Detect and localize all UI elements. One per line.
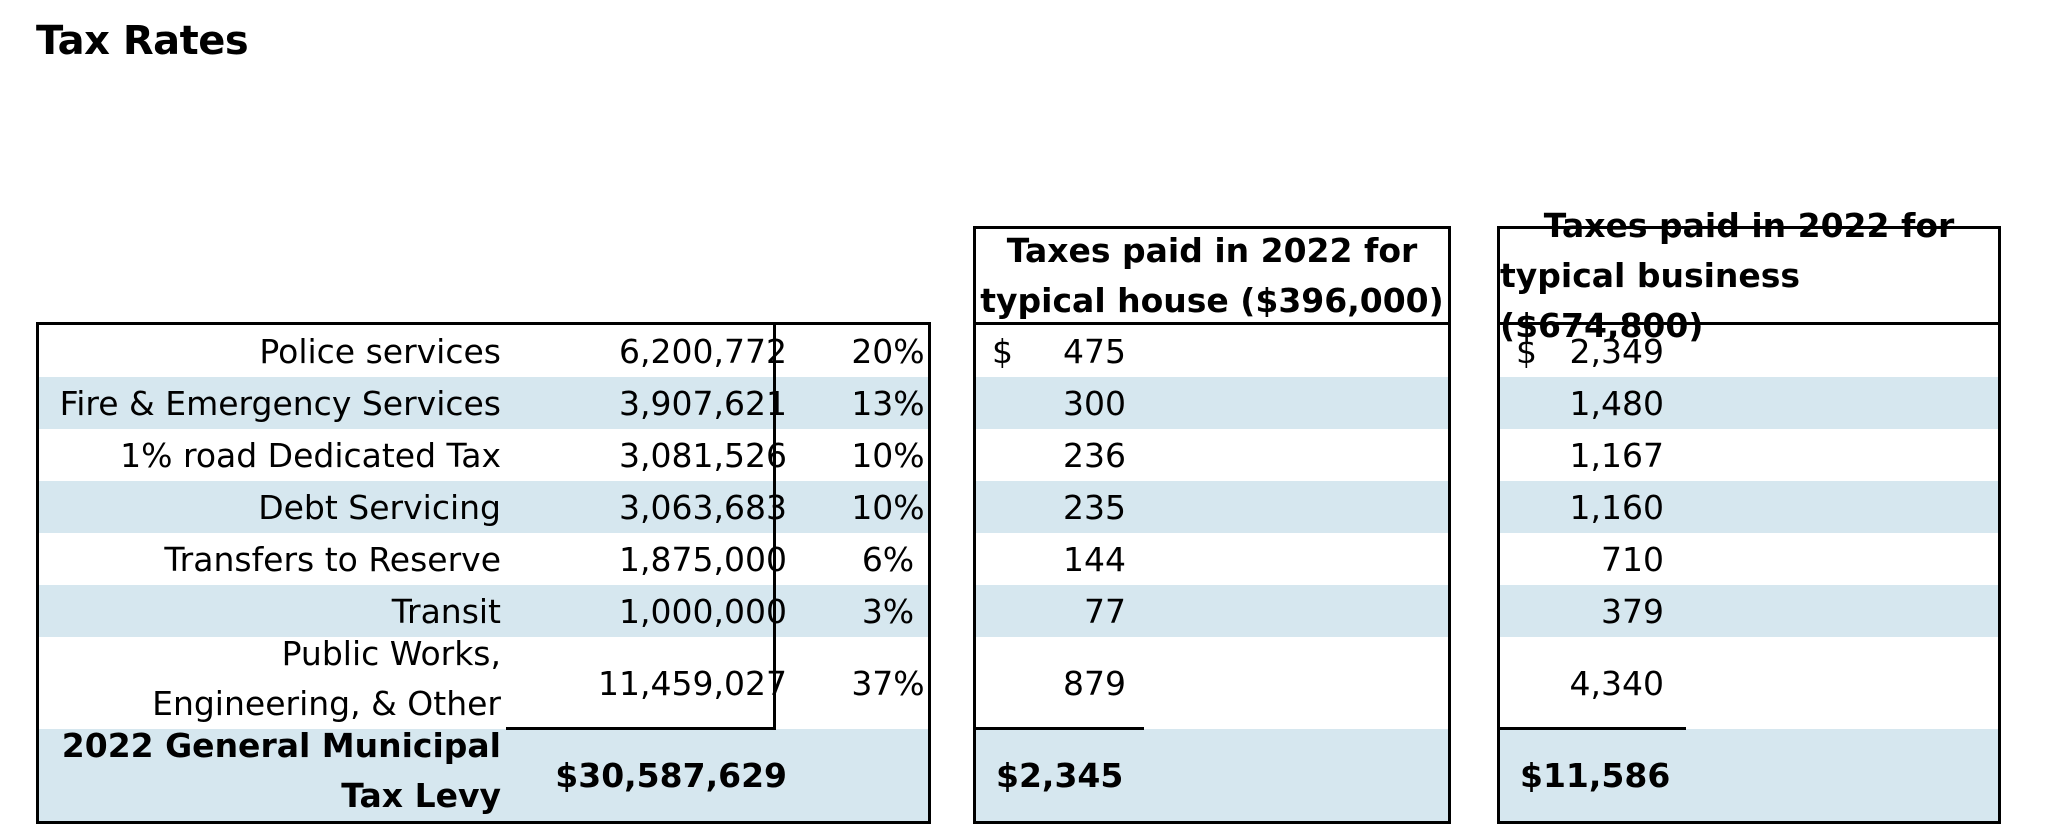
row-label-line: Engineering, & Other — [152, 684, 501, 723]
currency-symbol: $ — [992, 331, 1013, 371]
total-row: $11,586 — [1500, 729, 1998, 821]
row-percent: 13% — [851, 383, 925, 423]
table-row: 379 — [1500, 585, 1998, 637]
total-row: $2,345 — [976, 729, 1448, 821]
table-row: 300 — [976, 377, 1448, 429]
total-label: 2022 General Municipal Tax Levy — [39, 726, 501, 821]
table-row: 879 — [976, 637, 1448, 729]
table-row: 77 — [976, 585, 1448, 637]
table-row: 1,167 — [1500, 429, 1998, 481]
house-value: 475 — [1063, 331, 1126, 371]
business-header: Taxes paid in 2022 for typical business … — [1500, 206, 1998, 345]
house-header: Taxes paid in 2022 for typical house ($3… — [976, 229, 1448, 325]
business-value: 710 — [1601, 539, 1664, 579]
table-row: Fire & Emergency Services 3,907,621 13% — [39, 377, 928, 429]
currency-symbol: $ — [1516, 331, 1537, 371]
row-amount: 3,063,683 — [619, 487, 787, 527]
total-label-line: Tax Levy — [341, 776, 501, 815]
row-percent: 10% — [851, 487, 925, 527]
business-value: 1,167 — [1569, 435, 1664, 475]
subtotal-rule — [976, 727, 1144, 730]
subtotal-rule — [1500, 727, 1686, 730]
row-amount: 3,907,621 — [619, 383, 787, 423]
levy-breakdown-table: Police services 6,200,772 20% Fire & Eme… — [36, 322, 931, 824]
table-row: 144 — [976, 533, 1448, 585]
table-row: Transit 1,000,000 3% — [39, 585, 928, 637]
row-amount: 1,000,000 — [619, 591, 787, 631]
business-value: 2,349 — [1569, 331, 1664, 371]
row-label: Public Works, Engineering, & Other — [39, 634, 501, 729]
page-title: Tax Rates — [36, 18, 249, 64]
house-tax-table: Taxes paid in 2022 for typical house ($3… — [973, 226, 1451, 824]
table-row: 1,480 — [1500, 377, 1998, 429]
table-row: 4,340 — [1500, 637, 1998, 729]
row-amount: 11,459,027 — [598, 663, 787, 703]
table-row: 710 — [1500, 533, 1998, 585]
table-row: Police services 6,200,772 20% — [39, 325, 928, 377]
table-row: 236 — [976, 429, 1448, 481]
table-row: 1% road Dedicated Tax 3,081,526 10% — [39, 429, 928, 481]
house-value: 77 — [1084, 591, 1126, 631]
business-value: 1,160 — [1569, 487, 1664, 527]
row-percent: 37% — [851, 663, 925, 703]
header-line: typical house ($396,000) — [980, 280, 1444, 320]
house-value: 879 — [1063, 663, 1126, 703]
table-row: 1,160 — [1500, 481, 1998, 533]
subtotal-rule — [506, 727, 776, 730]
house-total: $2,345 — [996, 755, 1124, 795]
house-value: 236 — [1063, 435, 1126, 475]
header-line: Taxes paid in 2022 for — [1543, 205, 1955, 245]
row-percent: 6% — [861, 539, 915, 579]
row-percent: 20% — [851, 331, 925, 371]
total-row: 2022 General Municipal Tax Levy $30,587,… — [39, 726, 928, 821]
row-label-line: Public Works, — [281, 634, 501, 673]
row-label: 1% road Dedicated Tax — [120, 435, 501, 475]
table-row: $ 475 — [976, 325, 1448, 377]
business-value: 379 — [1601, 591, 1664, 631]
table-row: Debt Servicing 3,063,683 10% — [39, 481, 928, 533]
row-amount: 3,081,526 — [619, 435, 787, 475]
table-row: Transfers to Reserve 1,875,000 6% — [39, 533, 928, 585]
house-value: 144 — [1063, 539, 1126, 579]
column-divider — [773, 325, 776, 729]
house-value: 235 — [1063, 487, 1126, 527]
table-row: Public Works, Engineering, & Other 11,45… — [39, 634, 928, 729]
total-amount: $30,587,629 — [555, 755, 787, 795]
row-label: Transfers to Reserve — [164, 539, 501, 579]
row-amount: 1,875,000 — [619, 539, 787, 579]
row-label: Transit — [391, 591, 501, 631]
row-label: Fire & Emergency Services — [59, 383, 501, 423]
header-line: Taxes paid in 2022 for — [1006, 230, 1418, 270]
row-percent: 10% — [851, 435, 925, 475]
row-label: Police services — [259, 331, 501, 371]
business-tax-table: Taxes paid in 2022 for typical business … — [1497, 206, 2001, 824]
row-percent: 3% — [861, 591, 915, 631]
table-row: $ 2,349 — [1500, 325, 1998, 377]
total-label-line: 2022 General Municipal — [61, 726, 501, 765]
table-row: 235 — [976, 481, 1448, 533]
business-value: 1,480 — [1569, 383, 1664, 423]
header-line: typical business ($674,800) — [1500, 255, 1801, 345]
row-label: Debt Servicing — [258, 487, 501, 527]
business-value: 4,340 — [1569, 663, 1664, 703]
house-value: 300 — [1063, 383, 1126, 423]
row-amount: 6,200,772 — [619, 331, 787, 371]
business-total: $11,586 — [1520, 755, 1671, 795]
